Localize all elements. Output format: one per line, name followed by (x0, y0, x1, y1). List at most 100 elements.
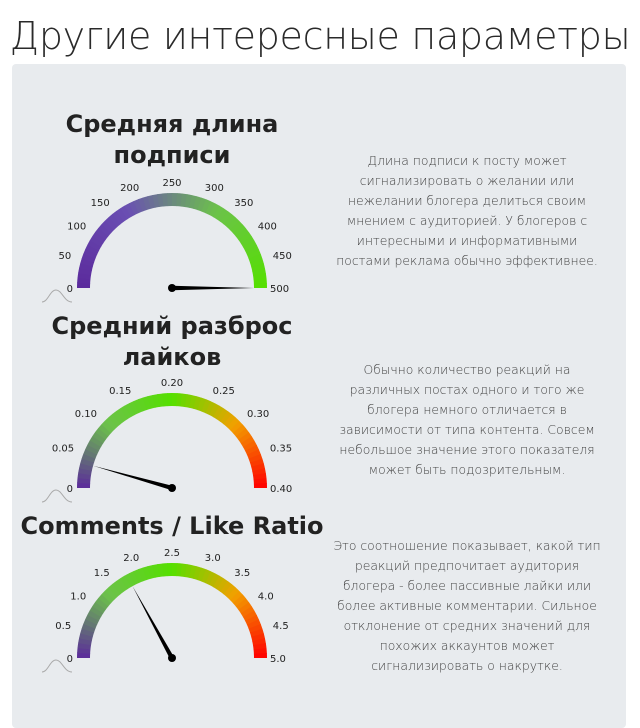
gauge-title-line: подписи (113, 141, 231, 169)
gauge-tick-label: 100 (67, 222, 86, 233)
gauge-title: Средний разброс лайков (12, 311, 332, 373)
gauge-arc-segment (240, 236, 255, 248)
gauge-arc-segment (120, 205, 132, 220)
gauge-arc-segment (157, 393, 164, 408)
gauge-arc-segment (79, 262, 93, 271)
gauge-arc-segment (253, 648, 267, 655)
gauge-arc-segment (142, 566, 152, 581)
gauge-needle (93, 465, 173, 491)
gauge-arc-segment (104, 417, 118, 431)
gauge-arc-segment (80, 628, 95, 637)
gauge-needle (132, 586, 174, 660)
gauge-arc-segment (128, 200, 140, 215)
gauge-arc-segment (81, 623, 96, 633)
gauge-arc-segment (81, 253, 96, 263)
gauge-arc-segment (243, 440, 257, 452)
gauge-arc-segment (167, 393, 173, 407)
gauge-arc-segment (197, 197, 207, 212)
gauge-arc-segment (128, 400, 140, 415)
gauge-needle (172, 285, 254, 291)
gauge-arc-segment (193, 396, 202, 411)
gauge-arc-segment (243, 610, 257, 622)
gauge-description: Обычно количество реакций на различных п… (339, 362, 595, 477)
gauge-arc-segment (232, 424, 247, 437)
gauge-arc-segment (226, 587, 240, 601)
gauge-arc-segment (246, 449, 261, 460)
gauge-arc-segment (157, 563, 164, 578)
gauge-arc-segment (220, 411, 233, 425)
gauge-arc-segment (253, 478, 267, 485)
gauge-arc-segment (248, 623, 263, 634)
gauge-arc-segment (193, 566, 202, 581)
gauge-arc-segment (80, 258, 95, 267)
gauge-arc-segment (232, 594, 247, 607)
gauge-tick-label: 0.10 (75, 409, 97, 420)
gauge-arc-segment (213, 205, 225, 220)
gauge-arc-segment (124, 203, 136, 217)
gauge-arc-segment (226, 417, 240, 431)
gauge-tick-label: 0.25 (213, 386, 235, 397)
gauge-tick-label: 0.20 (161, 378, 183, 389)
gauge-chart: 0 50 100 150 200 250 300 350 400 450 500 (41, 178, 292, 303)
gauge-arc-segment (245, 444, 260, 456)
gauge-arc-segment (77, 482, 91, 488)
gauge-arc-segment (83, 248, 98, 259)
gauge-arc-segment (137, 397, 148, 412)
gauge-arc-segment (209, 203, 221, 218)
gauge-arc-segment (253, 283, 267, 288)
gauge-arc-segment (95, 427, 109, 440)
gauge-arc-segment (240, 436, 255, 448)
gauge-tick-label: 1.0 (70, 592, 86, 603)
gauge-tick-label: 0.05 (52, 443, 74, 454)
gauge-description: Это соотношение показывает, какой тип ре… (333, 538, 601, 673)
gauge-arc-segment (252, 473, 267, 480)
gauge-arc-segment (108, 413, 121, 428)
gauge-tick-label: 150 (91, 198, 110, 209)
gauge-needle-hub (168, 654, 176, 662)
gauge-arc-segment (87, 239, 102, 251)
gauge-arc-segment (95, 227, 109, 240)
gauge-tick-label: 200 (120, 183, 139, 194)
gauge-arc-segment (252, 643, 267, 650)
gauge-tick-label: 3.0 (205, 553, 221, 564)
gauge-arc-segment (98, 223, 112, 237)
gauge-arc-segment (167, 563, 173, 577)
gauge-arc-segment (78, 267, 92, 276)
gauge-arc-segment (112, 210, 125, 225)
gauge-arc-segment (162, 563, 169, 577)
gauge-arc-segment (223, 214, 237, 228)
gauge-arc-segment (137, 567, 148, 582)
gauge-arc-segment (98, 423, 112, 437)
gauge-title-line: Comments / Like Ratio (20, 512, 324, 540)
gauge-arc-segment (133, 569, 144, 584)
gauge-arc-segment (220, 581, 233, 595)
gauge-arc-segment (220, 211, 233, 225)
gauge-arc-segment (92, 601, 106, 614)
gauge-arc-segment (101, 590, 115, 604)
gauge-arc-segment (87, 439, 102, 451)
gauge-tick-label: 0 (67, 484, 73, 495)
gauge-arc-segment (83, 618, 98, 629)
gauge-tick-label: 4.0 (258, 592, 274, 603)
gauge-arc-segment (104, 217, 118, 231)
gauge-needle-hub (168, 484, 176, 492)
gauge-tick-label: 0 (67, 654, 73, 665)
gauge-arc-segment (205, 571, 216, 586)
gauge-arc-segment (201, 399, 212, 414)
gauge-arc-segment (209, 403, 221, 418)
gauge-arc-segment (253, 483, 267, 488)
gauge-arc-segment (253, 278, 267, 285)
gauge-tick-label: 2.5 (164, 548, 180, 559)
gauge-arc-segment (223, 414, 237, 428)
gauge-arc-segment (249, 628, 264, 638)
gauge-tick-label: 0.30 (247, 409, 269, 420)
gauge-arc-segment (116, 408, 128, 422)
gauge-tick-label: 500 (270, 284, 289, 295)
gauge-arc-segment (249, 458, 264, 468)
gauge-description: Длина подписи к посту может сигнализиров… (336, 153, 598, 268)
gauge-arc-segment (226, 217, 240, 231)
gauge-arc-segment (184, 564, 193, 578)
gauge-arc-segment (201, 569, 212, 584)
gauge-arc-segment (235, 428, 250, 441)
gauge-arc-segment (137, 197, 148, 212)
